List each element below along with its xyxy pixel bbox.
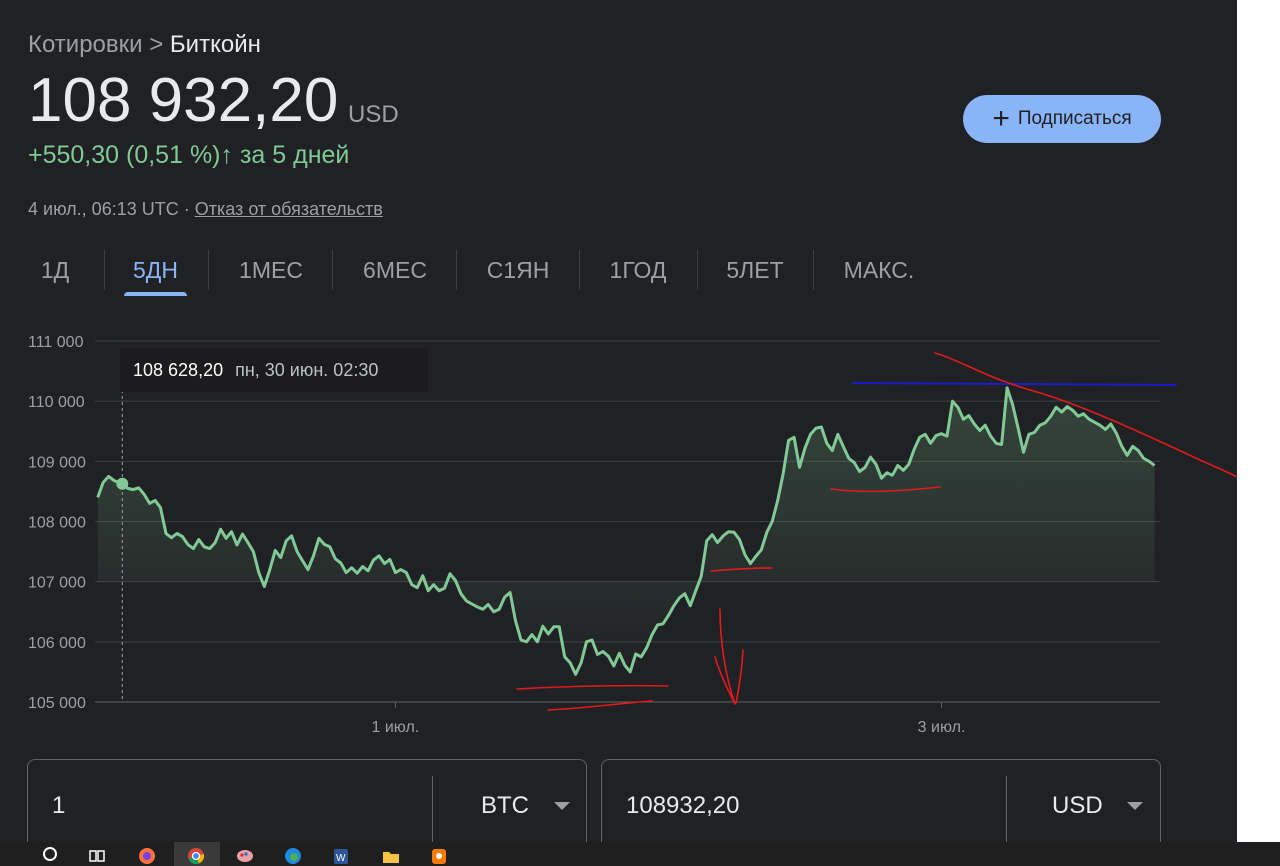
- svg-text:W: W: [336, 853, 346, 864]
- hand-drawn-annotations: [516, 352, 1237, 711]
- tab-max[interactable]: МАКС.: [834, 248, 924, 292]
- breadcrumb-separator: >: [149, 31, 164, 58]
- y-tick-label: 111 000: [28, 334, 84, 351]
- tab-label: С1ЯН: [486, 256, 550, 283]
- tab-1d[interactable]: 1Д: [28, 248, 82, 292]
- tab-label: 1Д: [40, 256, 70, 283]
- tab-divider: [208, 250, 209, 290]
- y-tick-label: 109 000: [28, 454, 86, 471]
- tab-label: 5ЛЕТ: [726, 256, 784, 283]
- from-amount-input[interactable]: 1: [52, 792, 66, 819]
- tab-divider: [813, 250, 814, 290]
- taskbar: W: [0, 842, 1280, 866]
- red-support-line-1: [516, 684, 669, 690]
- breadcrumb-root[interactable]: Котировки: [28, 31, 143, 58]
- tooltip-time: пн, 30 июн. 02:30: [235, 359, 379, 380]
- tab-divider: [332, 250, 333, 290]
- price-area: [97, 387, 1155, 675]
- tab-label: 1ГОД: [609, 256, 667, 283]
- tab-label: МАКС.: [843, 256, 915, 283]
- firefox-icon[interactable]: [138, 846, 156, 864]
- timestamp: 4 июл., 06:13 UTC ·: [28, 199, 190, 219]
- task-view-icon[interactable]: [88, 846, 106, 864]
- tab-6m[interactable]: 6МЕС: [354, 248, 436, 292]
- x-tick-label: 3 июл.: [918, 719, 966, 736]
- chevron-down-icon[interactable]: [1127, 802, 1143, 810]
- timestamp-line: 4 июл., 06:13 UTC · Отказ от обязательст…: [28, 199, 383, 220]
- app-icon[interactable]: [430, 846, 448, 864]
- tab-divider: [456, 250, 457, 290]
- word-icon[interactable]: W: [332, 846, 350, 864]
- tab-5y[interactable]: 5ЛЕТ: [718, 248, 792, 292]
- chrome-icon[interactable]: [187, 846, 205, 864]
- y-tick-label: 105 000: [28, 695, 86, 712]
- y-tick-label: 110 000: [28, 394, 85, 411]
- chevron-down-icon[interactable]: [554, 802, 570, 810]
- converter-divider: [1006, 776, 1007, 842]
- y-tick-label: 106 000: [28, 635, 86, 652]
- to-unit-select[interactable]: USD: [1052, 792, 1103, 819]
- tab-divider: [579, 250, 580, 290]
- price-line: [96, 386, 1156, 676]
- red-support-line-4: [830, 486, 941, 493]
- change-value: +550,30 (0,51 %): [28, 141, 221, 169]
- explorer-icon[interactable]: [382, 846, 400, 864]
- change-period: за 5 дней: [239, 141, 350, 169]
- subscribe-label: Подписаться: [1017, 108, 1132, 129]
- red-support-line-3: [710, 567, 773, 572]
- search-icon[interactable]: [42, 846, 60, 864]
- tab-label: 6МЕС: [363, 256, 427, 283]
- tab-1m[interactable]: 1МЕС: [230, 248, 312, 292]
- converter-to: 108932,20 USD: [601, 759, 1161, 842]
- tab-5d[interactable]: 5ДН: [124, 248, 187, 296]
- y-tick-label: 108 000: [28, 515, 86, 532]
- tab-label: 5ДН: [133, 256, 178, 283]
- finance-panel: Котировки > Биткойн 108 932,20 USD +550,…: [0, 0, 1237, 842]
- blue-resistance-line: [852, 382, 1177, 386]
- from-unit-select[interactable]: BTC: [481, 792, 529, 819]
- price-currency: USD: [348, 101, 399, 128]
- tab-1y[interactable]: 1ГОД: [600, 248, 676, 292]
- tab-divider: [104, 250, 105, 290]
- breadcrumb-current: Биткойн: [169, 31, 261, 58]
- plus-icon: +: [992, 102, 1010, 135]
- x-tick-label: 1 июл.: [372, 719, 420, 736]
- price-change: +550,30 (0,51 %)↑ за 5 дней: [28, 141, 349, 170]
- red-support-line-2: [547, 700, 653, 711]
- red-downtrend-line: [934, 352, 1237, 478]
- arrow-up-icon: ↑: [220, 141, 234, 169]
- tab-ytd[interactable]: С1ЯН: [478, 248, 558, 292]
- tooltip-value: 108 628,20: [133, 359, 224, 380]
- to-amount-input[interactable]: 108932,20: [626, 792, 740, 819]
- price-chart[interactable]: 111 000 110 000 109 000 108 000 107 000 106 0…: [0, 320, 1237, 740]
- chart-tooltip: 108 628,20 пн, 30 июн. 02:30: [120, 348, 428, 392]
- range-tabs: 1Д 5ДН 1МЕС 6МЕС С1ЯН 1ГОД 5ЛЕТ МАКС.: [0, 248, 1237, 298]
- edge-icon[interactable]: [284, 846, 302, 864]
- disclaimer-link[interactable]: Отказ от обязательств: [194, 199, 383, 219]
- breadcrumb: Котировки > Биткойн: [28, 31, 261, 59]
- converter-divider: [432, 776, 433, 842]
- subscribe-button[interactable]: + Подписаться: [963, 95, 1161, 143]
- paint-icon[interactable]: [236, 846, 254, 864]
- converter-from: 1 BTC: [27, 759, 587, 842]
- y-tick-label: 107 000: [28, 575, 86, 592]
- red-down-arrow-mid: [714, 608, 744, 705]
- tab-divider: [697, 250, 698, 290]
- current-price: 108 932,20: [28, 66, 339, 135]
- hover-point: [116, 477, 129, 490]
- tab-label: 1МЕС: [239, 256, 303, 283]
